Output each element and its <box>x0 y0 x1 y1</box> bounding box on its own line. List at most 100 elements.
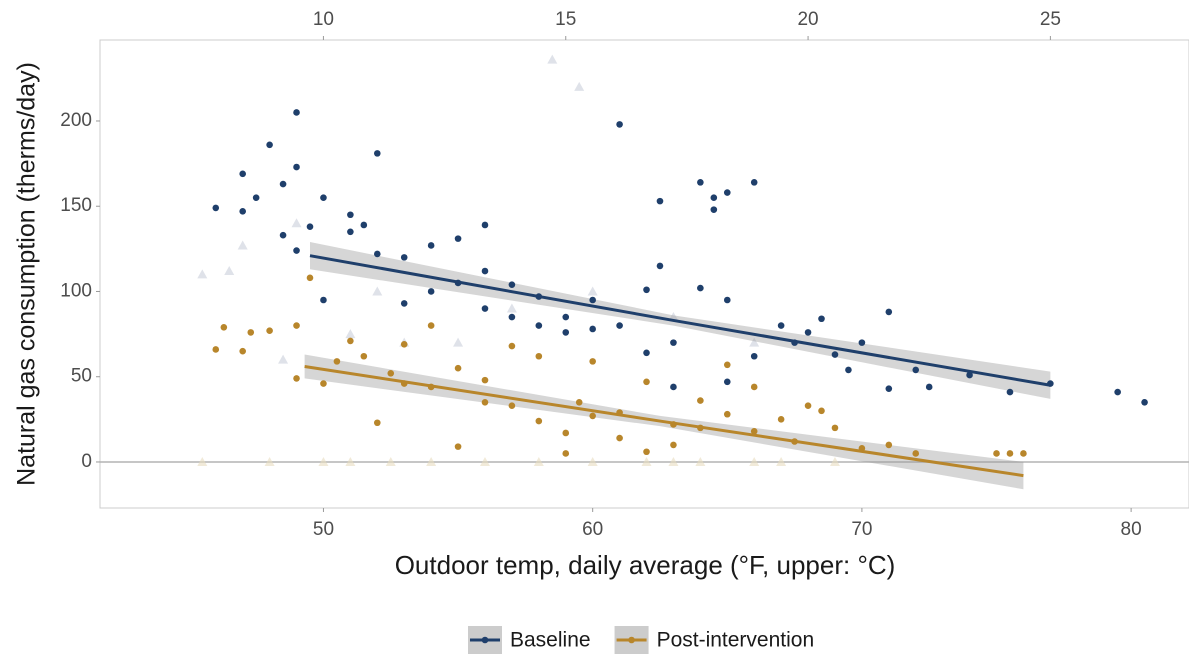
point <box>831 351 839 358</box>
point <box>400 341 408 348</box>
point <box>508 342 516 350</box>
point <box>804 402 812 410</box>
faint-point <box>426 456 437 466</box>
point <box>723 189 731 196</box>
point <box>723 410 731 418</box>
x-axis-label: Outdoor temp, daily average (°F, upper: … <box>395 550 896 580</box>
point <box>306 274 314 282</box>
faint-point <box>587 286 598 296</box>
point <box>697 284 704 292</box>
faint-point <box>197 269 208 279</box>
point <box>697 397 704 404</box>
y-tick-label: 50 <box>71 366 92 387</box>
x-tick-label: 70 <box>851 519 872 540</box>
faint-point <box>372 286 383 296</box>
point <box>293 109 300 116</box>
point <box>333 358 341 365</box>
point <box>279 180 287 188</box>
point <box>643 378 650 386</box>
point <box>373 250 381 258</box>
faint-point <box>668 456 679 466</box>
point <box>616 434 623 442</box>
point <box>723 378 731 386</box>
point <box>373 419 381 427</box>
x-tick-label: 80 <box>1121 519 1142 540</box>
panel-border <box>99 39 1189 509</box>
point <box>912 450 920 457</box>
point <box>293 247 300 254</box>
point <box>750 179 758 186</box>
faint-point <box>695 456 706 466</box>
y-tick-label: 150 <box>60 195 92 216</box>
point <box>212 204 220 212</box>
point <box>535 352 543 360</box>
faint-point <box>776 456 787 466</box>
point <box>575 398 583 406</box>
point <box>239 170 246 178</box>
point <box>993 450 1000 457</box>
point <box>643 286 650 294</box>
point <box>400 254 408 261</box>
point <box>454 235 462 242</box>
point <box>481 398 489 406</box>
point <box>360 352 368 360</box>
faint-point <box>385 456 396 466</box>
point <box>535 322 543 329</box>
point <box>845 366 852 374</box>
point <box>670 339 677 346</box>
point <box>750 427 758 435</box>
point <box>293 163 300 171</box>
legend: Baseline Post-intervention <box>468 626 814 654</box>
point <box>427 322 435 329</box>
point <box>212 346 220 353</box>
point <box>347 337 354 345</box>
faint-point <box>197 456 208 466</box>
y-axis-label: Natural gas consumption (therms/day) <box>13 62 41 486</box>
y-tick-label: 0 <box>81 451 92 472</box>
faint-point <box>264 456 275 466</box>
x2-tick-label: 10 <box>313 9 334 30</box>
point <box>347 228 354 236</box>
point <box>427 288 435 295</box>
point <box>1020 450 1027 457</box>
point <box>885 441 893 449</box>
point <box>831 424 839 432</box>
point <box>293 322 300 329</box>
point <box>1114 388 1121 396</box>
point <box>777 416 785 423</box>
point <box>818 407 825 415</box>
faint-point <box>224 266 235 276</box>
point <box>481 221 489 229</box>
legend-label: Baseline <box>510 629 591 652</box>
faint-point <box>237 240 248 250</box>
point <box>777 322 785 329</box>
point <box>1006 450 1014 457</box>
point <box>723 361 731 369</box>
point <box>266 327 273 334</box>
point <box>750 383 758 391</box>
point <box>508 313 516 321</box>
point <box>804 329 812 336</box>
point <box>387 370 395 377</box>
point <box>562 313 570 321</box>
point <box>427 242 435 249</box>
point <box>670 383 677 391</box>
x-tick-label: 50 <box>313 519 334 540</box>
point <box>320 296 327 304</box>
point <box>818 315 825 323</box>
point <box>239 208 246 215</box>
point <box>293 375 300 382</box>
point <box>562 429 570 437</box>
point <box>320 380 327 387</box>
y-tick-label: 200 <box>60 110 92 131</box>
point <box>750 352 758 360</box>
point <box>589 325 596 333</box>
point <box>710 194 718 202</box>
x-tick-label: 60 <box>582 519 603 540</box>
point <box>589 296 596 304</box>
faint-point <box>506 303 517 313</box>
point <box>562 450 570 457</box>
legend-label: Post-intervention <box>657 629 815 652</box>
legend-key-point <box>481 636 489 644</box>
point <box>697 179 704 186</box>
